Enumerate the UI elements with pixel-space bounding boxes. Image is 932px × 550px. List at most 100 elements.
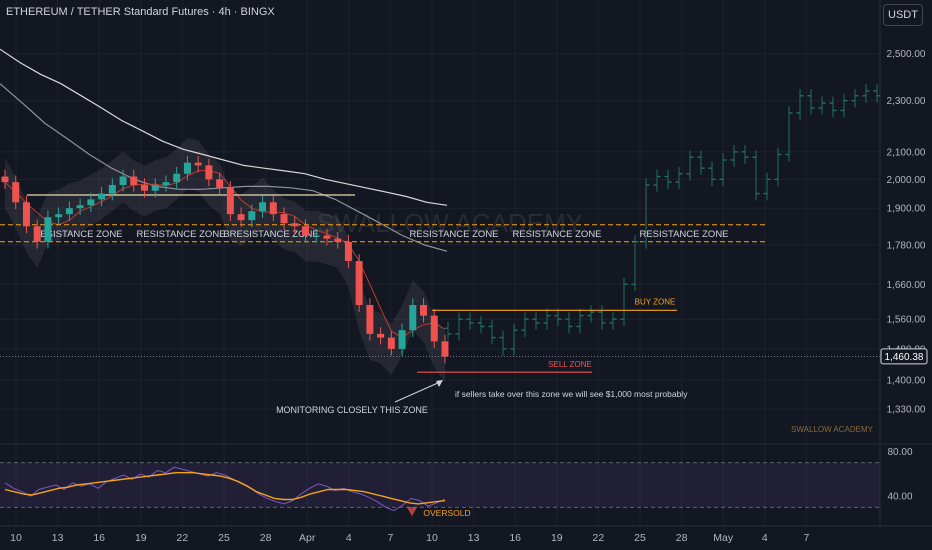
candle-body xyxy=(33,226,41,242)
time-tick-label: 22 xyxy=(177,532,189,544)
sell-zone-label: SELL ZONE xyxy=(548,360,592,369)
rsi-series-line xyxy=(4,472,446,505)
time-tick-label: 7 xyxy=(387,532,393,544)
candle-body xyxy=(420,304,428,316)
candle-body xyxy=(377,333,385,338)
candle-body xyxy=(259,202,267,212)
candle-body xyxy=(291,223,299,227)
candle-body xyxy=(334,238,342,242)
time-tick-label: 10 xyxy=(10,532,22,544)
candles-projection xyxy=(444,84,881,356)
time-tick-label: 13 xyxy=(52,532,64,544)
oversold-marker xyxy=(407,507,417,517)
oversold-label: OVERSOLD xyxy=(423,508,470,518)
candle-body xyxy=(22,202,30,227)
candle-body xyxy=(237,214,245,221)
candle-body xyxy=(216,179,224,188)
price-tick-label: 1,330.00 xyxy=(887,405,926,416)
rsi-axis: 80.00 40.00 xyxy=(887,447,912,503)
candle-body xyxy=(130,176,138,185)
candle-body xyxy=(1,176,9,183)
resistance-zone-label: RESISTANCE ZONE xyxy=(136,229,225,240)
time-tick-label: 4 xyxy=(346,532,352,544)
time-tick-label: 7 xyxy=(803,532,809,544)
candle-body xyxy=(98,193,106,200)
monitoring-arrow xyxy=(394,381,441,403)
candle-body xyxy=(387,337,395,349)
time-tick-label: 25 xyxy=(218,532,230,544)
time-tick-label: 10 xyxy=(426,532,438,544)
price-tick-label: 1,560.00 xyxy=(887,315,926,326)
moving-average-white xyxy=(0,48,448,206)
monitoring-annotation: MONITORING CLOSELY THIS ZONE xyxy=(276,405,428,415)
candle-body xyxy=(366,304,374,334)
time-tick-label: May xyxy=(713,532,734,544)
candle-body xyxy=(280,214,288,224)
time-tick-label: 13 xyxy=(468,532,480,544)
rsi-lines xyxy=(4,466,446,517)
candle-body xyxy=(87,199,95,206)
time-tick-label: Apr xyxy=(299,532,316,544)
time-axis[interactable]: 10 13 16 19 22 25 28 Apr 4 7 10 13 16 19 22 25 28 May 4 7 xyxy=(10,532,809,544)
last-price-badge xyxy=(880,348,928,365)
time-tick-label: 16 xyxy=(509,532,521,544)
moving-averages xyxy=(0,48,448,383)
rsi-tick-label: 40.00 xyxy=(887,492,912,503)
candle-body xyxy=(141,184,148,191)
moving-average-grey xyxy=(0,83,448,252)
candle-body xyxy=(344,241,352,261)
candle-body xyxy=(76,205,84,209)
candle-body xyxy=(12,182,20,203)
candle-body xyxy=(44,217,52,242)
candle-body xyxy=(55,214,63,218)
candle-body xyxy=(409,304,417,331)
candle-body xyxy=(355,260,363,305)
time-tick-label: 19 xyxy=(135,532,147,544)
candle-body xyxy=(269,202,277,215)
resistance-zone-label: BRESISTANCE ZONE xyxy=(223,229,318,240)
price-tick-label: 1,900.00 xyxy=(887,204,926,215)
candle-body xyxy=(441,341,449,357)
bollinger-band xyxy=(5,137,445,383)
price-tick-label: 2,300.00 xyxy=(887,96,926,107)
time-tick-label: 4 xyxy=(762,532,768,544)
price-tick-label: 2,000.00 xyxy=(887,175,926,186)
last-price-label: 1,460.38 xyxy=(885,352,924,363)
quote-currency-button[interactable]: USDT xyxy=(883,4,923,26)
candle-body xyxy=(151,184,159,191)
resistance-zone-label: RESISTANCE ZONE xyxy=(33,229,122,240)
resistance-zone-label: RESISTANCE ZONE xyxy=(639,229,728,240)
time-tick-label: 28 xyxy=(260,532,272,544)
candle-body xyxy=(173,173,181,183)
candle-body xyxy=(162,182,170,185)
price-tick-label: 2,500.00 xyxy=(887,49,926,60)
time-tick-label: 16 xyxy=(93,532,105,544)
candles-historical xyxy=(1,155,449,364)
candle-body xyxy=(323,235,331,239)
resistance-zone-label: RESISTANCE ZONE xyxy=(512,229,601,240)
price-tick-label: 1,660.00 xyxy=(887,280,926,291)
sellers-note: if sellers take over this zone we will s… xyxy=(455,389,688,399)
price-tick-label: 2,100.00 xyxy=(887,147,926,158)
resistance-zone: RESISTANCE ZONE RESISTANCE ZONEBRESISTANC… xyxy=(0,194,765,243)
candle-body xyxy=(430,315,438,342)
candle-body xyxy=(65,208,73,215)
candle-body xyxy=(119,176,127,185)
candle-body xyxy=(302,226,309,236)
chart-title: ETHEREUM / TETHER Standard Futures · 4h … xyxy=(6,6,275,18)
time-tick-label: 22 xyxy=(593,532,605,544)
resistance-zone-label: RESISTANCE ZONE xyxy=(409,229,498,240)
candle-body xyxy=(108,184,116,194)
candle-body xyxy=(205,165,213,180)
candle-body xyxy=(194,162,202,166)
rsi-band xyxy=(0,462,880,508)
time-tick-label: 25 xyxy=(634,532,646,544)
moving-average-red xyxy=(4,169,446,339)
price-tick-label: 1,400.00 xyxy=(887,376,926,387)
candle-body xyxy=(226,187,234,215)
candle-body xyxy=(398,330,406,349)
time-tick-label: 28 xyxy=(676,532,688,544)
candle-body xyxy=(183,162,191,174)
arrow-head-icon xyxy=(436,380,443,387)
